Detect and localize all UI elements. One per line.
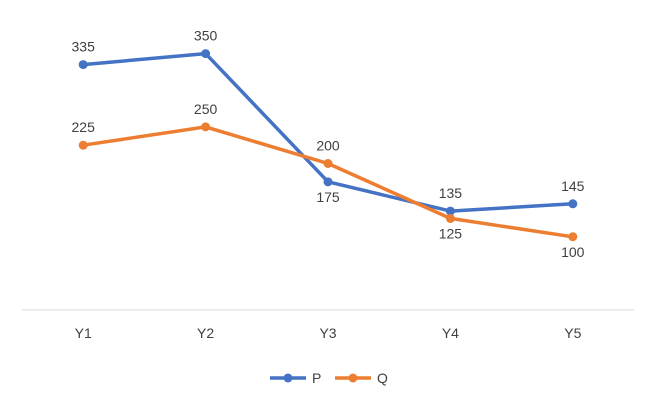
legend-label-q: Q [377, 370, 388, 386]
series-q-data-label: 225 [72, 119, 96, 135]
legend-item-p: P [270, 370, 321, 386]
series-layer [78, 49, 578, 242]
series-q-point [445, 213, 455, 223]
x-tick-label: Y4 [442, 325, 459, 341]
series-q-point [78, 140, 88, 150]
x-tick-label: Y3 [319, 325, 336, 341]
series-q-point [568, 232, 578, 242]
series-q-point [323, 159, 333, 168]
series-p-data-label: 335 [72, 39, 96, 55]
series-p-point [78, 60, 88, 70]
series-p-point [201, 49, 211, 59]
legend-label-p: P [312, 370, 321, 386]
series-p-point [445, 206, 455, 216]
series-p-data-label: 350 [194, 28, 218, 44]
legend-swatch-marker [283, 373, 293, 383]
series-q-data-label: 125 [439, 225, 463, 241]
series-q-point [201, 122, 211, 132]
series-q-data-label: 200 [316, 138, 340, 154]
series-p-point [568, 199, 578, 209]
legend-swatch-marker [348, 373, 358, 383]
x-tick-label-layer: Y1 Y2 Y3 Y4 Y5 [75, 325, 582, 341]
x-tick-label: Y5 [564, 325, 581, 341]
series-p-data-label: 145 [561, 178, 585, 194]
legend-item-q: Q [335, 370, 388, 386]
series-p-data-label: 135 [439, 185, 463, 201]
data-label-layer: 335 225 350 250 175 200 135 125 145 100 [72, 28, 585, 260]
series-p-data-label: 175 [316, 189, 340, 205]
series-p-point [323, 177, 333, 187]
series-p-line [81, 51, 575, 213]
x-tick-label: Y2 [197, 325, 214, 341]
series-q-data-label: 100 [561, 244, 585, 260]
series-q-data-label: 250 [194, 101, 218, 117]
x-tick-label: Y1 [75, 325, 92, 341]
